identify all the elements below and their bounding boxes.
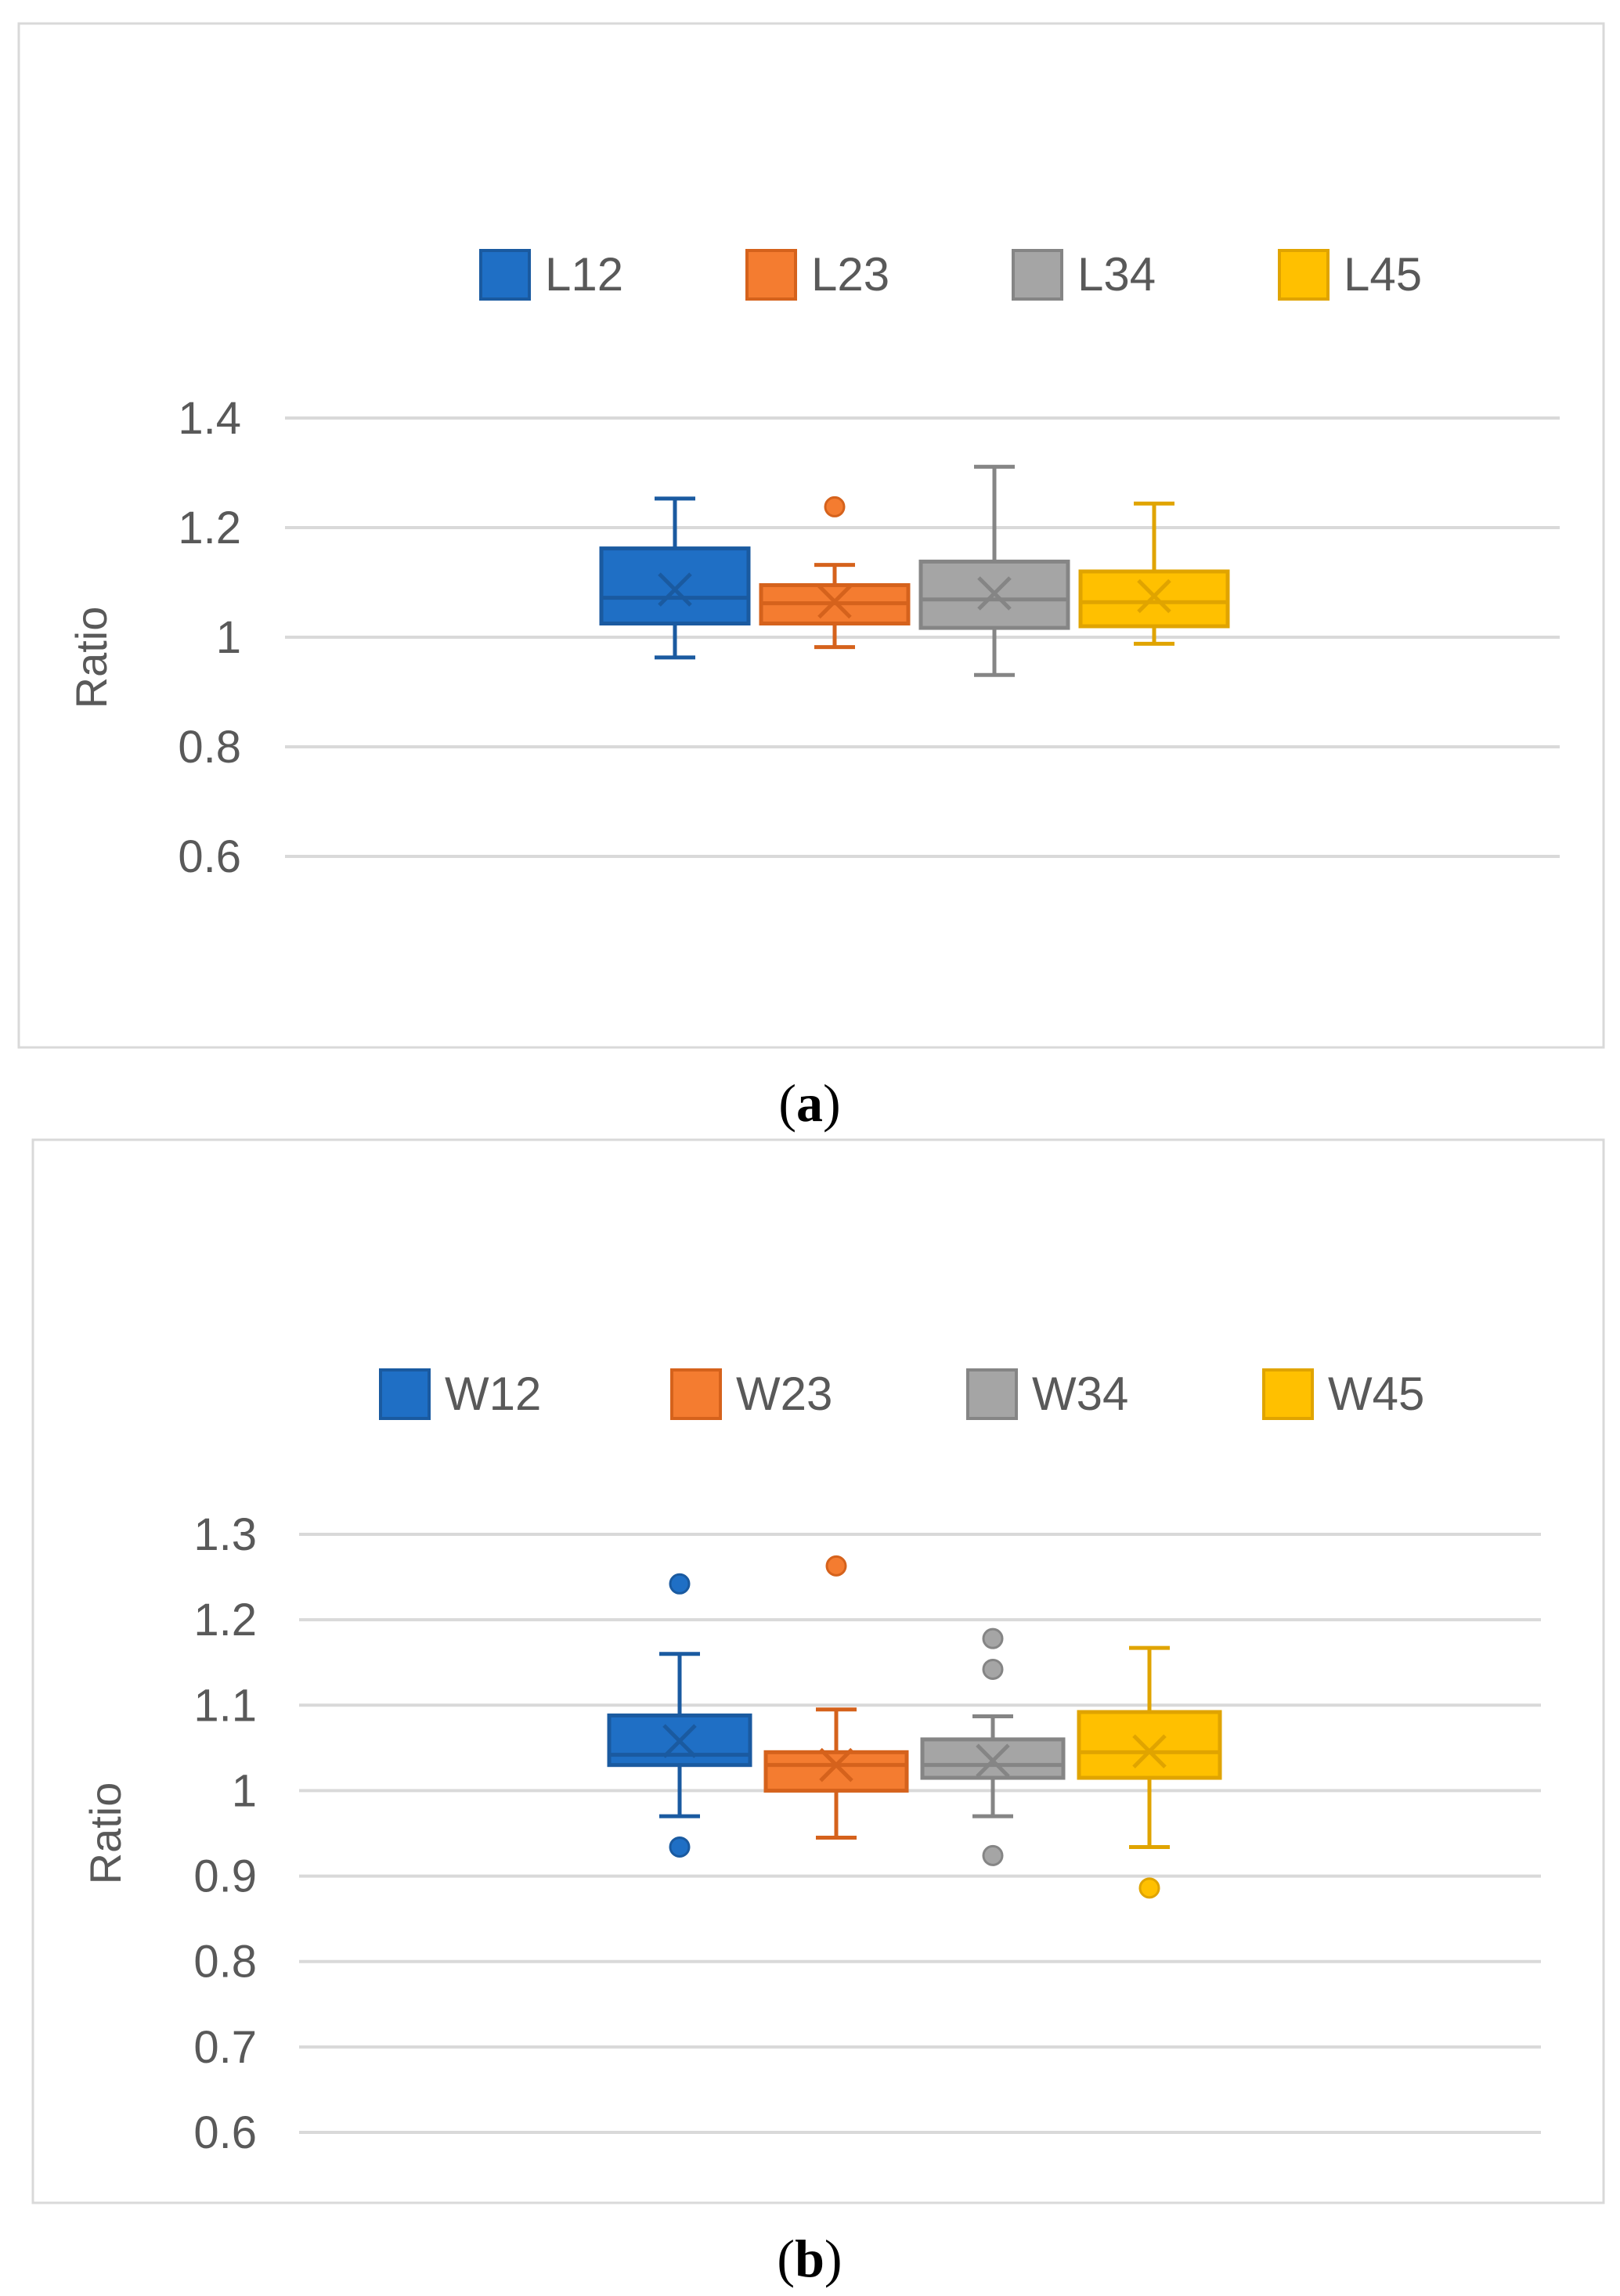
legend-label: W34 bbox=[1032, 1368, 1128, 1420]
outlier-point bbox=[982, 1658, 1004, 1680]
panel-b-y-axis-label: Ratio bbox=[81, 1782, 130, 1885]
box-l45 bbox=[1078, 501, 1230, 646]
panel-a-y-tick-labels: 0.6 0.8 1 1.2 1.4 bbox=[178, 393, 241, 882]
legend-swatch bbox=[479, 249, 531, 301]
panel-a-gridlines bbox=[285, 416, 1560, 858]
box-w45 bbox=[1077, 1645, 1222, 1899]
box-l34 bbox=[918, 464, 1070, 677]
iqr-box bbox=[1077, 1710, 1222, 1780]
box-l12 bbox=[599, 496, 751, 660]
panel-a: 0.6 0.8 1 1.2 1.4 Ratio L12 L23 L34 L45 bbox=[17, 22, 1605, 1049]
panel-a-y-axis-label: Ratio bbox=[67, 607, 116, 709]
legend-item-l34: L34 bbox=[1012, 248, 1156, 301]
outlier-point bbox=[982, 1844, 1004, 1866]
legend-swatch bbox=[1262, 1368, 1314, 1420]
panel-b: 0.6 0.7 0.8 0.9 1 1.1 1.2 1.3 Ratio W12 W23 W34 W4… bbox=[31, 1138, 1605, 2204]
panel-b-y-tick-labels: 0.6 0.7 0.8 0.9 1 1.1 1.2 1.3 bbox=[193, 1509, 257, 2158]
outlier-point bbox=[824, 496, 846, 517]
y-tick-label: 0.8 bbox=[178, 722, 241, 773]
y-tick-label: 1 bbox=[232, 1765, 257, 1816]
legend-label: L12 bbox=[545, 248, 623, 301]
legend-swatch bbox=[379, 1368, 431, 1420]
iqr-box bbox=[920, 1737, 1066, 1780]
panel-b-boxes bbox=[607, 1555, 1222, 1899]
outlier-point bbox=[825, 1555, 847, 1577]
caption-b-letter: b bbox=[795, 2229, 824, 2288]
box-w34 bbox=[920, 1627, 1066, 1866]
y-tick-label: 1.3 bbox=[193, 1509, 257, 1560]
outlier-point bbox=[669, 1836, 691, 1858]
legend-label: W12 bbox=[445, 1368, 541, 1420]
legend-item-w12: W12 bbox=[379, 1368, 541, 1420]
panel-b-frame bbox=[31, 1138, 1605, 2204]
legend-item-w34: W34 bbox=[966, 1368, 1128, 1420]
mean-marker bbox=[977, 576, 1012, 611]
legend-label: W45 bbox=[1328, 1368, 1424, 1420]
y-tick-label: 0.6 bbox=[193, 2107, 257, 2158]
panel-b-gridlines bbox=[299, 1533, 1541, 2134]
panel-b-legend: W12 W23 W34 W45 bbox=[379, 1368, 1424, 1420]
legend-swatch bbox=[1278, 249, 1330, 301]
box-l23 bbox=[759, 496, 911, 650]
legend-item-w23: W23 bbox=[670, 1368, 832, 1420]
legend-item-l23: L23 bbox=[745, 248, 889, 301]
mean-marker bbox=[819, 1747, 853, 1782]
legend-label: L34 bbox=[1077, 248, 1156, 301]
mean-marker bbox=[1132, 1734, 1167, 1768]
legend-item-w45: W45 bbox=[1262, 1368, 1424, 1420]
box-w23 bbox=[763, 1555, 909, 1840]
caption-b: (b) bbox=[777, 2229, 842, 2288]
iqr-box bbox=[599, 546, 751, 625]
mean-marker bbox=[1137, 579, 1171, 614]
panel-a-legend: L12 L23 L34 L45 bbox=[479, 248, 1422, 301]
legend-item-l45: L45 bbox=[1278, 248, 1422, 301]
y-tick-label: 0.9 bbox=[193, 1851, 257, 1902]
legend-item-l12: L12 bbox=[479, 248, 623, 301]
mean-marker bbox=[658, 572, 692, 607]
iqr-box bbox=[763, 1750, 909, 1793]
y-tick-label: 1 bbox=[216, 612, 241, 663]
mean-marker bbox=[976, 1743, 1010, 1778]
panel-a-frame bbox=[17, 22, 1605, 1049]
y-tick-label: 1.2 bbox=[193, 1595, 257, 1645]
outlier-point bbox=[982, 1627, 1004, 1649]
legend-label: L23 bbox=[811, 248, 889, 301]
legend-swatch bbox=[1012, 249, 1063, 301]
mean-marker bbox=[817, 584, 852, 619]
legend-swatch bbox=[670, 1368, 722, 1420]
y-tick-label: 0.6 bbox=[178, 831, 241, 882]
y-tick-label: 0.7 bbox=[193, 2022, 257, 2073]
legend-label: L45 bbox=[1344, 248, 1422, 301]
legend-label: W23 bbox=[736, 1368, 832, 1420]
caption-a-letter: a bbox=[796, 1073, 823, 1133]
legend-swatch bbox=[966, 1368, 1018, 1420]
y-tick-label: 1.2 bbox=[178, 503, 241, 553]
y-tick-label: 1.4 bbox=[178, 393, 241, 444]
caption-a: (a) bbox=[778, 1073, 840, 1133]
panel-a-boxes bbox=[599, 464, 1230, 677]
box-w12 bbox=[607, 1573, 752, 1858]
outlier-point bbox=[1138, 1877, 1160, 1899]
y-tick-label: 1.1 bbox=[193, 1680, 257, 1731]
outlier-point bbox=[669, 1573, 691, 1595]
mean-marker bbox=[662, 1724, 697, 1758]
y-tick-label: 0.8 bbox=[193, 1937, 257, 1988]
legend-swatch bbox=[745, 249, 797, 301]
